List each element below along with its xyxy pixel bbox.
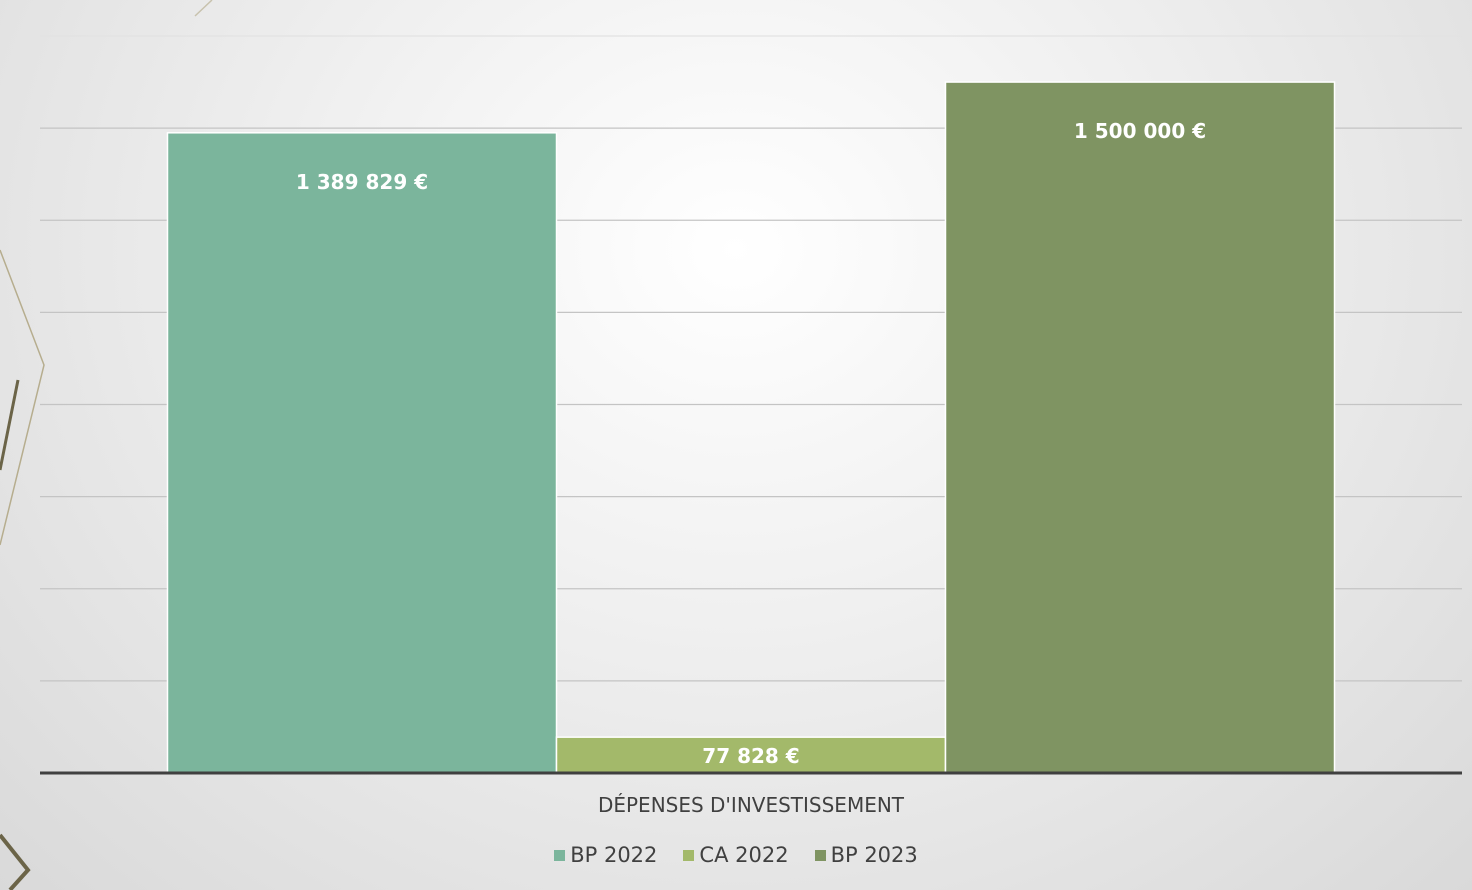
legend-item: BP 2022 xyxy=(554,843,657,867)
data-label: 77 828 € xyxy=(702,744,799,768)
legend-item: BP 2023 xyxy=(814,843,918,867)
data-label: 1 500 000 € xyxy=(1074,119,1206,143)
legend-item: CA 2022 xyxy=(683,843,789,867)
legend-swatch xyxy=(814,849,826,861)
legend: BP 2022 CA 2022 BP 2023 xyxy=(0,843,1472,867)
data-label: 1 389 829 € xyxy=(296,170,428,194)
bar-bp-2023 xyxy=(944,81,1336,774)
bar-ca-2022 xyxy=(555,736,947,774)
data-labels: 1 389 829 € 77 828 € 1 500 000 € xyxy=(296,119,1206,768)
legend-label: CA 2022 xyxy=(699,843,789,867)
legend-label: BP 2023 xyxy=(830,843,918,867)
x-category-label: DÉPENSES D'INVESTISSEMENT xyxy=(598,793,905,817)
slide-ornament xyxy=(0,0,213,890)
bars xyxy=(166,81,1336,774)
legend-swatch xyxy=(554,849,566,861)
bar-bp-2022 xyxy=(166,132,558,774)
legend-swatch xyxy=(683,849,695,861)
legend-label: BP 2022 xyxy=(570,843,658,867)
